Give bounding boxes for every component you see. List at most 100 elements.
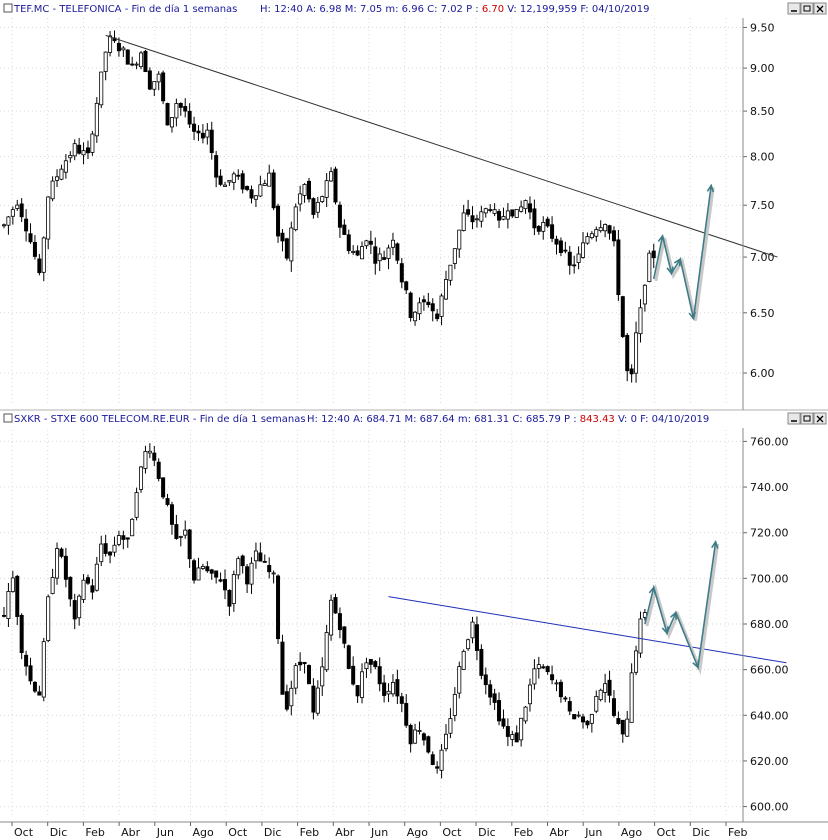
candle-body — [329, 599, 334, 636]
y-tick-label: 7.00 — [750, 251, 775, 264]
candle-body — [607, 225, 612, 234]
candle-body — [19, 614, 24, 654]
candle-body — [81, 579, 86, 600]
candle-body — [448, 718, 453, 734]
candle-body — [192, 123, 197, 132]
candle-body — [103, 51, 108, 72]
candle-body — [466, 209, 471, 215]
x-tick-label: Feb — [514, 826, 533, 839]
maximize-icon[interactable] — [800, 412, 814, 425]
projection-arrowhead — [692, 660, 700, 670]
candle-body — [99, 543, 104, 563]
candle-body — [611, 698, 616, 716]
panel-2-header: SXKR - STXE 600 TELECOM.RE.EUR - Fin de … — [0, 409, 828, 425]
candle-body — [169, 504, 174, 525]
x-tick-label: Feb — [300, 826, 319, 839]
candle-body — [634, 650, 639, 673]
candle-body — [116, 535, 121, 545]
candle-body — [231, 173, 236, 183]
candle-body — [320, 196, 325, 203]
candle-body — [373, 661, 378, 668]
candle-body — [280, 232, 285, 242]
candle-body — [536, 664, 541, 669]
candle-body — [351, 665, 356, 685]
projection-path — [652, 185, 712, 319]
candle-body — [293, 665, 298, 689]
candle-body — [59, 168, 64, 180]
candle-body — [377, 253, 382, 262]
y-tick-label: 9.50 — [750, 21, 775, 34]
candle-body — [15, 204, 20, 209]
candle-body — [426, 301, 431, 306]
x-tick-label: Feb — [728, 826, 747, 839]
panel-2-ohlc-readout: H: 12:40 A: 684.71 M: 687.64 m: 681.31 C… — [307, 414, 709, 425]
candle-body — [10, 577, 15, 593]
candle-body — [77, 144, 82, 154]
panel-2-select-icon[interactable] — [3, 413, 13, 423]
candle-body — [461, 212, 466, 232]
candle-body — [483, 208, 488, 214]
candle-body — [492, 209, 497, 214]
candle-body — [408, 292, 413, 319]
candle-body — [280, 641, 285, 695]
y-tick-label: 7.50 — [750, 199, 775, 212]
candle-body — [435, 766, 440, 769]
minimize-icon[interactable] — [787, 2, 801, 15]
candle-body — [116, 42, 121, 52]
panel-1-plot: 6.00 6.50 7.00 7.50 8.00 8.50 9.00 9.50 — [0, 18, 778, 405]
maximize-icon[interactable] — [800, 2, 814, 15]
candle-body — [218, 175, 223, 185]
ohlc-field-value: 7.02 — [441, 4, 463, 15]
candle-body — [218, 579, 223, 582]
candle-body — [519, 717, 524, 741]
candle-body — [46, 196, 51, 240]
candle-body — [466, 639, 471, 650]
y-tick-label: 660.00 — [750, 664, 789, 677]
candle-body — [311, 685, 316, 713]
candle-body — [94, 102, 99, 137]
candle-body — [320, 666, 325, 687]
candle-body — [139, 466, 144, 490]
candle-body — [607, 679, 612, 696]
candle-body — [262, 183, 267, 186]
candle-body — [448, 264, 453, 281]
candle-body — [147, 70, 152, 90]
candle-body — [205, 129, 210, 138]
panel-1-symbol: TEF.MC - TELEFONICA - Fin de día 1 seman… — [13, 3, 237, 15]
x-tick-label: Abr — [550, 826, 570, 839]
candle-body — [329, 171, 334, 182]
candle-body — [315, 687, 320, 714]
candle-body — [63, 555, 68, 580]
panel-1-select-icon[interactable] — [3, 3, 13, 13]
candle-body — [267, 565, 272, 573]
ohlc-field-value: 12:40 — [274, 4, 303, 15]
candle-body — [421, 299, 426, 303]
candle-body — [479, 211, 484, 222]
projection-shadow — [654, 187, 715, 321]
panel-1-header: TEF.MC - TELEFONICA - Fin de día 1 seman… — [0, 0, 828, 18]
candle-body — [377, 666, 382, 685]
candle-body — [15, 575, 20, 617]
candle-body — [121, 535, 126, 540]
candle-body — [594, 229, 599, 237]
candle-body — [50, 180, 55, 200]
x-tick-label: Oct — [228, 826, 248, 839]
ohlc-field-label: V: — [504, 4, 520, 15]
candle-body — [550, 674, 555, 681]
candle-body — [364, 240, 369, 247]
x-tick-label: Ago — [407, 826, 429, 839]
candle-body — [386, 690, 391, 695]
candle-body — [2, 224, 7, 227]
candle-body — [554, 238, 559, 245]
candle-body — [581, 716, 586, 723]
candle-body — [527, 684, 532, 705]
candle-body — [174, 103, 179, 119]
candle-body — [302, 184, 307, 196]
candle-body — [196, 567, 201, 581]
candle-body — [298, 661, 303, 666]
minimize-icon[interactable] — [787, 412, 801, 425]
candle-body — [382, 682, 387, 696]
candle-body — [355, 250, 360, 256]
candle-body — [541, 666, 546, 669]
candle-body — [161, 477, 166, 498]
